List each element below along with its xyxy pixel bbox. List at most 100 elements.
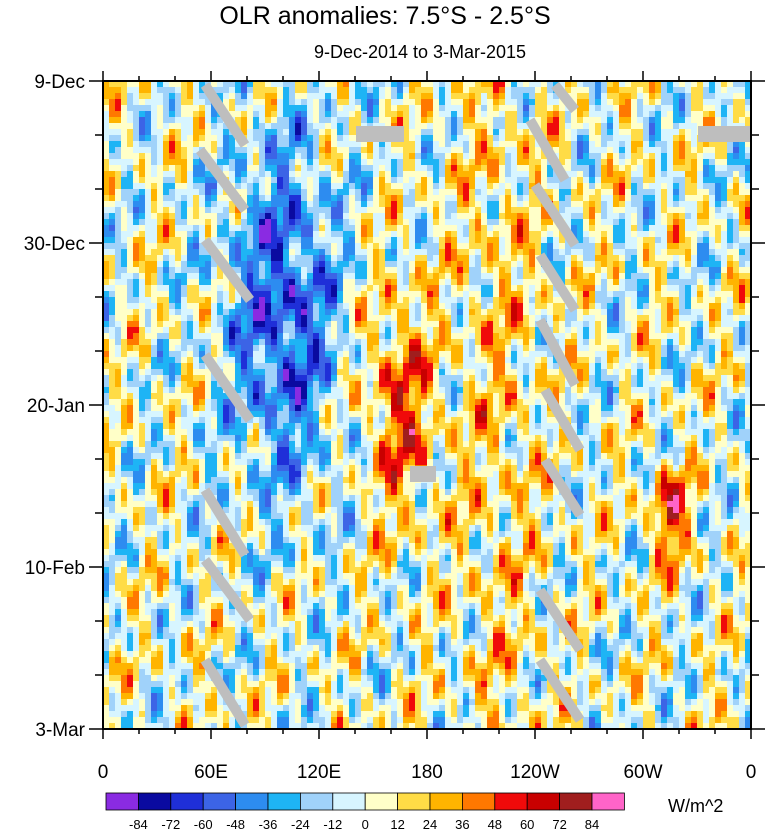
heatmap-cell [223, 99, 230, 106]
heatmap-cell [205, 297, 212, 304]
heatmap-cell [175, 177, 182, 184]
heatmap-cell [223, 141, 230, 148]
heatmap-cell [541, 279, 548, 286]
heatmap-cell [643, 213, 650, 220]
heatmap-cell [391, 345, 398, 352]
heatmap-cell [685, 249, 692, 256]
heatmap-cell [583, 183, 590, 190]
heatmap-cell [583, 159, 590, 166]
heatmap-cell [283, 267, 290, 274]
heatmap-cell [607, 207, 614, 214]
heatmap-cell [415, 333, 422, 340]
heatmap-cell [289, 81, 296, 88]
heatmap-cell [697, 105, 704, 112]
heatmap-cell [199, 177, 206, 184]
heatmap-cell [379, 345, 386, 352]
heatmap-cell [685, 327, 692, 334]
heatmap-cell [391, 189, 398, 196]
heatmap-cell [193, 303, 200, 310]
heatmap-cell [253, 249, 260, 256]
heatmap-cell [673, 81, 680, 88]
heatmap-cell [619, 285, 626, 292]
heatmap-cell [241, 147, 248, 154]
heatmap-cell [427, 105, 434, 112]
heatmap-cell [733, 147, 740, 154]
heatmap-cell [247, 87, 254, 94]
heatmap-cell [235, 93, 242, 100]
heatmap-cell [385, 87, 392, 94]
heatmap-cell [271, 159, 278, 166]
heatmap-cell [289, 159, 296, 166]
heatmap-cell [109, 267, 116, 274]
heatmap-cell [499, 321, 506, 328]
heatmap-cell [715, 261, 722, 268]
heatmap-cell [577, 345, 584, 352]
heatmap-cell [631, 321, 638, 328]
heatmap-cell [433, 231, 440, 238]
heatmap-cell [619, 249, 626, 256]
heatmap-cell [385, 207, 392, 214]
heatmap-cell [373, 297, 380, 304]
heatmap-cell [727, 207, 734, 214]
heatmap-cell [115, 297, 122, 304]
heatmap-cell [103, 351, 110, 358]
heatmap-cell [145, 93, 152, 100]
heatmap-cell [331, 189, 338, 196]
heatmap-cell [607, 267, 614, 274]
heatmap-cell [187, 315, 194, 322]
heatmap-cell [181, 267, 188, 274]
heatmap-cell [169, 153, 176, 160]
heatmap-cell [349, 249, 356, 256]
heatmap-cell [145, 225, 152, 232]
heatmap-cell [427, 123, 434, 130]
heatmap-cell [355, 183, 362, 190]
heatmap-cell [235, 303, 242, 310]
heatmap-cell [583, 111, 590, 118]
heatmap-cell [451, 279, 458, 286]
heatmap-cell [193, 177, 200, 184]
heatmap-cell [175, 255, 182, 262]
heatmap-cell [595, 81, 602, 88]
heatmap-cell [673, 207, 680, 214]
heatmap-cell [259, 111, 266, 118]
heatmap-cell [679, 291, 686, 298]
heatmap-cell [685, 225, 692, 232]
heatmap-cell [295, 333, 302, 340]
heatmap-cell [745, 273, 752, 280]
heatmap-cell [415, 303, 422, 310]
heatmap-cell [445, 279, 452, 286]
heatmap-cell [619, 219, 626, 226]
heatmap-cell [211, 207, 218, 214]
heatmap-cell [547, 285, 554, 292]
heatmap-cell [391, 165, 398, 172]
heatmap-cell [319, 267, 326, 274]
heatmap-cell [445, 117, 452, 124]
heatmap-cell [739, 291, 746, 298]
heatmap-cell [223, 231, 230, 238]
heatmap-cell [493, 285, 500, 292]
heatmap-cell [559, 213, 566, 220]
heatmap-cell [679, 231, 686, 238]
heatmap-cell [175, 285, 182, 292]
heatmap-cell [637, 261, 644, 268]
heatmap-cell [157, 111, 164, 118]
heatmap-cell [421, 201, 428, 208]
heatmap-cell [481, 207, 488, 214]
heatmap-cell [397, 141, 404, 148]
heatmap-cell [625, 81, 632, 88]
heatmap-cell [649, 159, 656, 166]
heatmap-cell [643, 243, 650, 250]
heatmap-cell [391, 309, 398, 316]
heatmap-cell [457, 201, 464, 208]
heatmap-cell [547, 141, 554, 148]
heatmap-cell [145, 141, 152, 148]
heatmap-cell [115, 231, 122, 238]
heatmap-cell [157, 189, 164, 196]
heatmap-cell [163, 81, 170, 88]
heatmap-cell [499, 291, 506, 298]
heatmap-cell [253, 213, 260, 220]
heatmap-cell [673, 93, 680, 100]
heatmap-cell [325, 129, 332, 136]
heatmap-cell [523, 159, 530, 166]
heatmap-cell [397, 165, 404, 172]
